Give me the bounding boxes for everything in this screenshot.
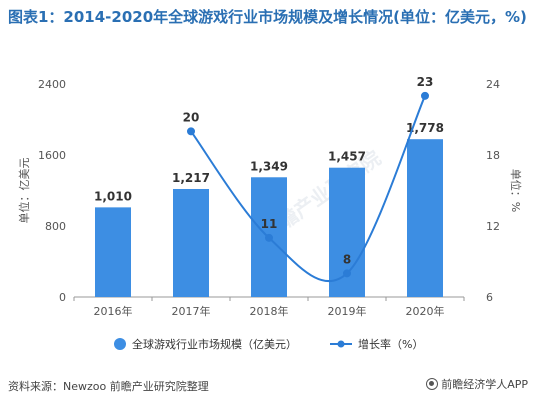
chart-title: 图表1：2014-2020年全球游戏行业市场规模及增长情况(单位：亿美元，%): [8, 8, 527, 26]
growth-rate-line: [190, 95, 426, 282]
bar-value-label: 1,778: [406, 121, 444, 135]
y-left-axis-label: 单位：亿美元: [17, 158, 31, 224]
y-right-tick-label: 6: [486, 291, 493, 304]
bar: [173, 188, 209, 297]
growth-rate-label: 8: [343, 252, 351, 266]
x-tick-label: 2018年: [250, 304, 289, 318]
y-right-axis-label: 单位：%: [509, 169, 523, 212]
growth-rate-label: 20: [183, 110, 200, 124]
growth-rate-point: [421, 91, 429, 100]
bar: [407, 139, 443, 297]
y-right-tick-label: 18: [486, 149, 500, 162]
y-left-tick-label: 2400: [38, 78, 66, 91]
y-right-tick-label: 24: [486, 78, 500, 91]
brand-label: 前瞻经济学人APP: [441, 378, 528, 391]
growth-rate-point: [265, 233, 273, 242]
y-left-tick-label: 1600: [38, 149, 66, 162]
growth-rate-point: [343, 269, 351, 278]
brand-logo-icon: [426, 378, 439, 390]
bar: [329, 167, 365, 297]
y-right-tick-label: 12: [486, 220, 500, 233]
growth-rate-label: 23: [417, 75, 434, 89]
bar: [95, 207, 131, 297]
bar-value-label: 1,457: [328, 150, 366, 164]
x-tick-label: 2017年: [172, 304, 211, 318]
y-left-tick-label: 0: [59, 291, 66, 304]
x-tick-label: 2020年: [406, 304, 445, 318]
y-left-tick-label: 800: [45, 220, 66, 233]
growth-rate-label: 11: [261, 217, 278, 231]
legend-bar-label: 全球游戏行业市场规模（亿美元）: [132, 337, 297, 351]
growth-rate-point: [187, 127, 195, 136]
bar-value-label: 1,217: [172, 171, 210, 185]
x-tick-label: 2019年: [328, 304, 367, 318]
bar-value-label: 1,349: [250, 159, 288, 173]
legend-line-marker: [337, 340, 345, 348]
source-note: 资料来源：Newzoo 前瞻产业研究院整理: [8, 380, 209, 393]
legend-line-label: 增长率（%）: [358, 337, 423, 351]
x-tick-label: 2016年: [94, 304, 133, 318]
brand-credit: 前瞻经济学人APP: [426, 376, 528, 392]
bar-value-label: 1,010: [94, 189, 132, 203]
legend-bar-swatch: [114, 338, 126, 350]
